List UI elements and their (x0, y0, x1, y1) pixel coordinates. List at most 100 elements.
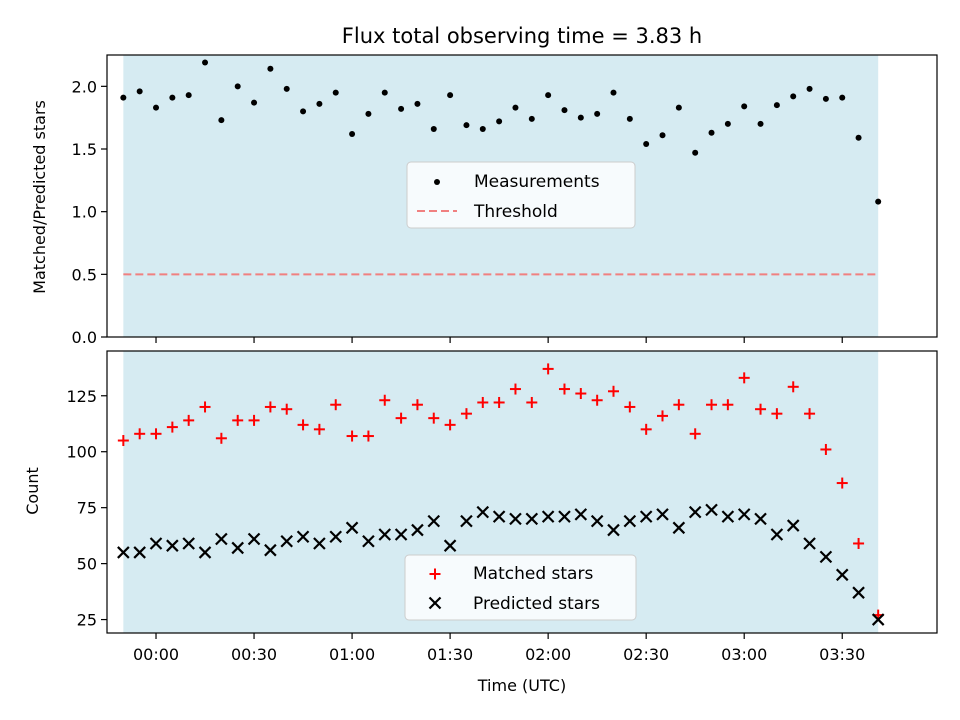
measurement-point (692, 149, 699, 156)
measurement-point (741, 103, 748, 110)
predicted-stars-point (345, 521, 359, 535)
matched-stars-point (836, 477, 848, 489)
matched-stars-point (542, 363, 554, 375)
x-tick-label: 02:30 (623, 645, 669, 664)
bottom-x-ticks: 00:00 00:30 01:00 01:30 02:00 02:30 03:00 03:30 (133, 633, 865, 664)
matched-stars-point (722, 399, 734, 411)
matched-stars-point (199, 401, 211, 413)
measurement-point (773, 102, 780, 109)
matched-stars-point (509, 383, 521, 395)
predicted-stars-point (852, 586, 865, 599)
measurement-point (316, 100, 323, 107)
top-y-tick-label: 1.0 (72, 203, 97, 222)
measurement-point (120, 94, 127, 101)
predicted-stars-point (770, 528, 784, 541)
predicted-stars-point (411, 523, 424, 537)
matched-stars-point (428, 412, 440, 424)
matched-stars-point (395, 412, 407, 424)
top-y-ticks: 0.0 0.5 1.0 1.5 2.0 (72, 77, 107, 347)
measurement-point (610, 89, 617, 96)
measurement-point (365, 110, 372, 117)
matched-stars-point (134, 428, 146, 440)
top-axes-frame (106, 54, 938, 338)
top-legend: Measurements Threshold (406, 161, 636, 229)
predicted-stars-point (182, 537, 195, 550)
predicted-stars-point (786, 519, 800, 532)
predicted-stars-point (558, 510, 571, 523)
matched-stars-point (804, 408, 816, 420)
measurement-point (512, 104, 519, 111)
x-tick-label: 02:00 (525, 645, 571, 664)
measurement-point (643, 140, 650, 147)
matched-stars-legend-marker (429, 568, 441, 580)
measurement-point (806, 85, 813, 92)
measurement-point (218, 117, 225, 124)
matched-stars-point (493, 396, 505, 408)
measurement-point (136, 88, 143, 95)
bottom-axes-frame (106, 350, 938, 634)
predicted-stars-point (215, 532, 228, 546)
measurement-point (839, 94, 846, 101)
top-y-axis-label: Matched/Predicted stars (30, 100, 49, 294)
top-x-ticks (155, 337, 843, 343)
matched-stars-point (362, 430, 374, 442)
top-axes-border (106, 54, 938, 338)
matched-stars-point (689, 428, 701, 440)
measurement-point (202, 59, 209, 66)
measurement-point (708, 129, 715, 136)
predicted-stars-point (166, 539, 179, 552)
predicted-stars-point (133, 546, 146, 559)
predicted-stars-point (117, 546, 130, 559)
matched-stars-point (411, 399, 423, 411)
predicted-stars-point (688, 505, 702, 519)
measurement-point (349, 130, 356, 137)
matched-stars-point (460, 408, 472, 420)
predicted-stars-point (590, 514, 604, 528)
predicted-stars-legend-label: Predicted stars (473, 594, 600, 614)
top-y-tick-label: 1.5 (72, 140, 97, 159)
bottom-y-tick-label: 25 (77, 611, 97, 630)
matched-stars-point (575, 388, 587, 400)
measurement-point (267, 65, 274, 72)
matched-stars-point (853, 537, 865, 549)
matched-stars-point (738, 372, 750, 384)
matched-stars-point (248, 414, 260, 426)
predicted-stars-legend-marker (428, 596, 442, 610)
matched-stars-point (640, 423, 652, 435)
matched-stars-point (183, 414, 195, 426)
predicted-stars-point (639, 510, 653, 523)
measurement-point (447, 92, 454, 99)
measurement-point (414, 100, 421, 107)
matched-stars-point (673, 399, 685, 411)
matched-stars-point (346, 430, 358, 442)
measurement-point (675, 104, 682, 111)
x-axis-label: Time (UTC) (477, 676, 566, 695)
measurement-point (545, 92, 552, 99)
predicted-stars-point (264, 543, 277, 557)
predicted-stars-point (607, 523, 620, 537)
threshold-legend-label: Threshold (473, 202, 558, 222)
measurement-point (430, 125, 437, 132)
predicted-stars-point (149, 537, 163, 550)
predicted-stars-point (198, 546, 212, 559)
top-y-tick-label: 2.0 (72, 77, 97, 96)
matched-stars-point (232, 414, 244, 426)
bottom-y-tick-label: 100 (66, 443, 97, 462)
predicted-stars-point (509, 512, 522, 526)
predicted-stars-point (460, 514, 473, 528)
predicted-stars-point (476, 505, 490, 519)
measurement-point (463, 122, 470, 129)
count-points (117, 363, 885, 626)
predicted-stars-point (623, 514, 637, 528)
measurement-point (332, 89, 339, 96)
predicted-stars-point (313, 537, 326, 550)
top-y-tick-label: 0.0 (72, 328, 97, 347)
x-tick-label: 01:30 (427, 645, 473, 664)
measurements-legend-label: Measurements (474, 172, 600, 192)
measurement-point (251, 99, 258, 106)
predicted-stars-point (247, 532, 261, 546)
bottom-legend-box (404, 554, 637, 621)
predicted-stars-point (492, 510, 506, 523)
predicted-stars-point (427, 514, 441, 528)
